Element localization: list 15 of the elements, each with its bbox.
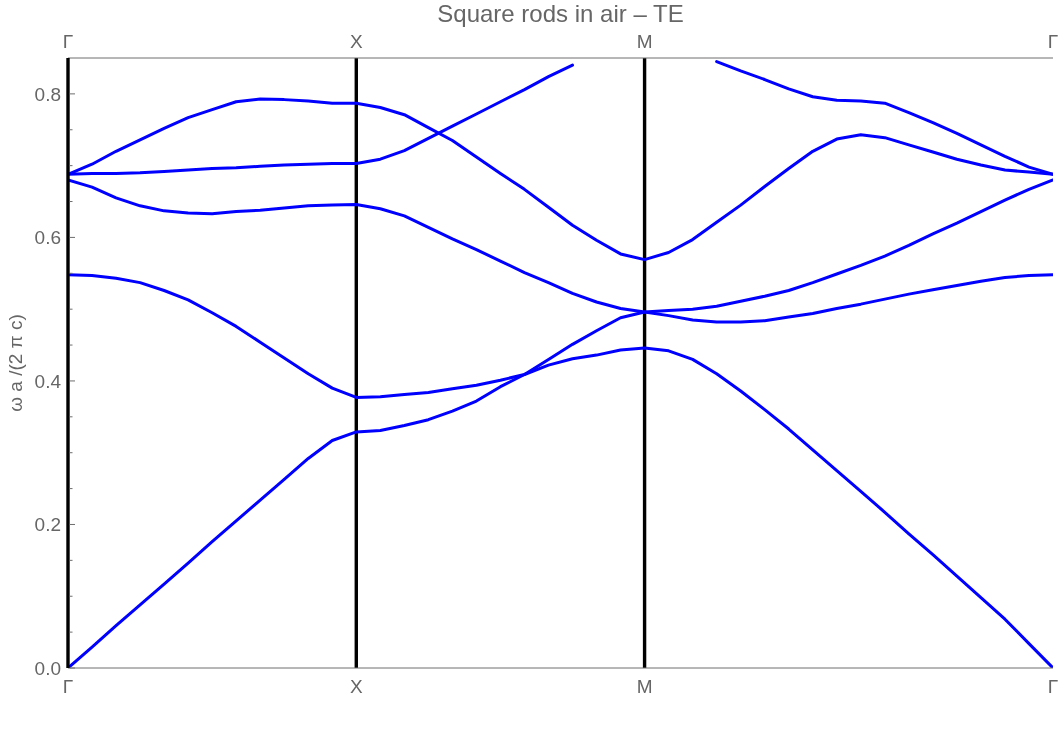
y-axis-title: ω a /(2 π c) (5, 314, 26, 412)
y-tick-label: 0.4 (34, 370, 62, 392)
y-tick-label: 0.8 (34, 83, 61, 105)
x-tick-label: M (636, 31, 653, 52)
x-tick-label: X (349, 31, 363, 52)
category-label: X (349, 676, 363, 698)
chart-title: Square rods in air – TE (437, 0, 684, 27)
category-label: Γ (1047, 676, 1059, 698)
y-tick-label: 0.0 (34, 657, 61, 679)
category-label: Γ (62, 676, 74, 698)
category-label: M (636, 676, 653, 698)
x-tick-label: Γ (1047, 31, 1059, 52)
y-tick-label: 0.6 (34, 227, 61, 249)
y-tick-label: 0.2 (34, 514, 61, 536)
x-tick-label: Γ (62, 31, 74, 52)
